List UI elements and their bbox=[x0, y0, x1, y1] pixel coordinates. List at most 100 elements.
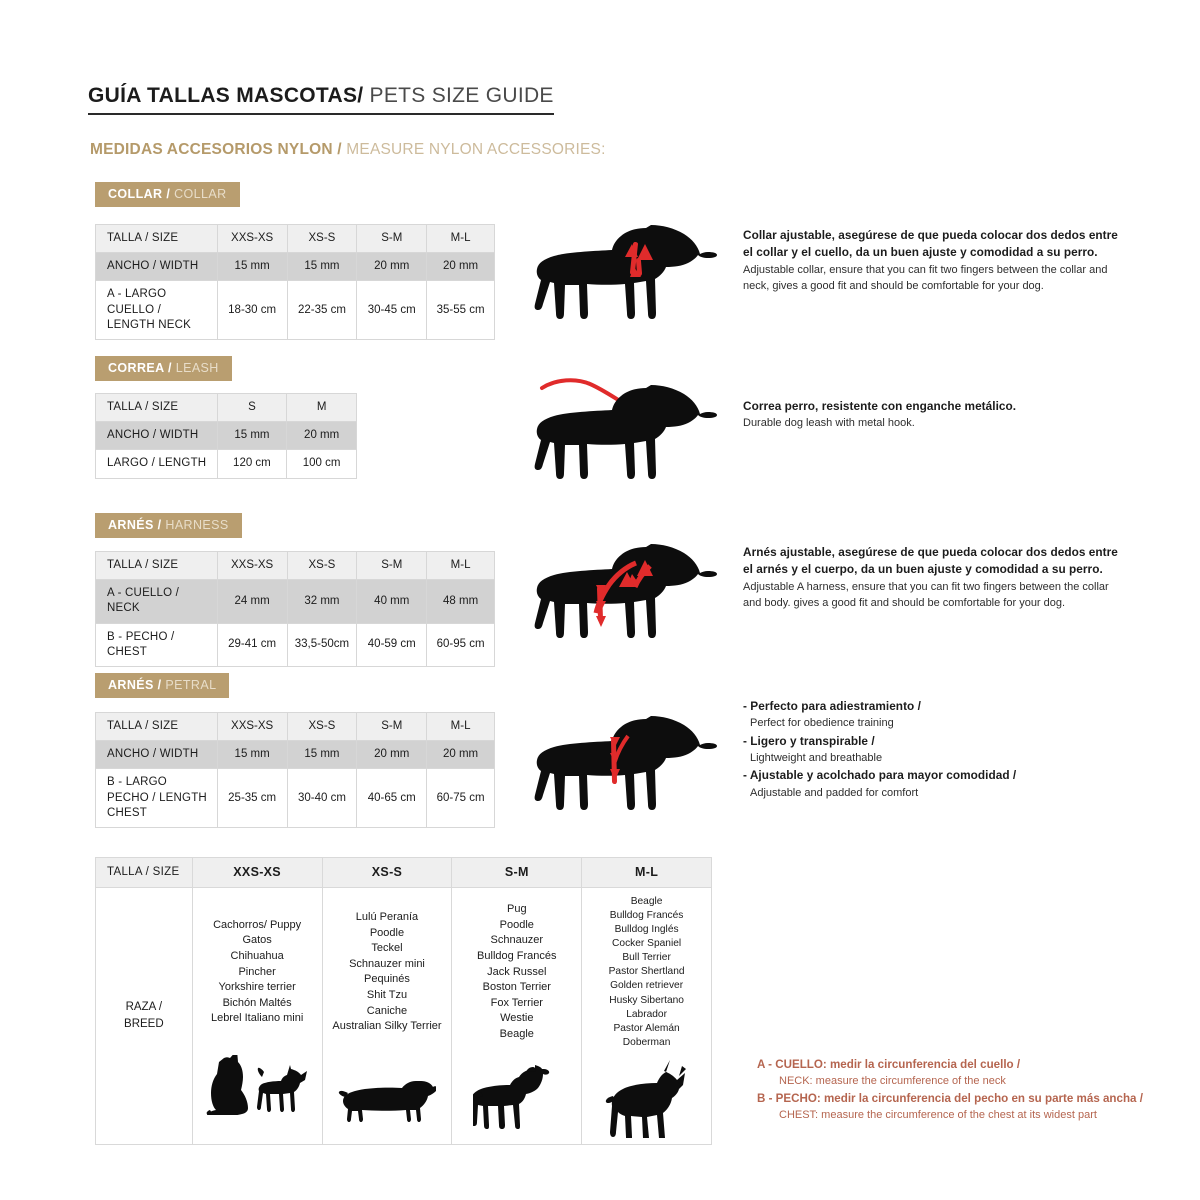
bullet-1-es: - Perfecto para adiestramiento / bbox=[743, 699, 921, 713]
col-header-s-m: S-M bbox=[356, 223, 428, 254]
breed-cell-xxs-xs: Cachorros/ Puppy Gatos Chihuahua Pincher… bbox=[191, 887, 323, 1145]
section-badge-petral-es: ARNÉS / bbox=[108, 678, 162, 692]
breed-col-header-size: TALLA / SIZE bbox=[95, 857, 193, 888]
chihuahua-silhouette bbox=[257, 1065, 308, 1113]
section-badge-leash-en: LEASH bbox=[171, 361, 219, 375]
breed-item: Pug bbox=[507, 903, 527, 916]
breed-item: Pincher bbox=[238, 965, 276, 978]
petral-spec-table: TALLA / SIZE XXS-XS XS-S S-M M-L ANCHO /… bbox=[95, 711, 495, 828]
bullet-2-es: - Ligero y transpirable / bbox=[743, 733, 875, 748]
note-neck-en: NECK: measure the circumference of the n… bbox=[779, 1075, 1006, 1088]
col-header-size: TALLA / SIZE bbox=[95, 392, 218, 423]
cell-width-m: 20 mm bbox=[286, 421, 357, 451]
bullet-3-en: Adjustable and padded for comfort bbox=[750, 786, 919, 799]
breed-item: Beagle bbox=[630, 896, 663, 907]
table-row: A - CUELLO / NECK 24 mm 32 mm 40 mm 48 m… bbox=[95, 579, 495, 624]
breed-col-header-s-m: S-M bbox=[451, 857, 583, 888]
row-label-width: ANCHO / WIDTH bbox=[95, 740, 218, 770]
leash-description: Correa perro, resistente con enganche me… bbox=[743, 398, 1123, 432]
breed-item: Schnauzer mini bbox=[349, 957, 425, 970]
doberman-silhouette bbox=[605, 1059, 686, 1138]
breed-cell-s-m: Pug Poodle Schnauzer Bulldog Francés Jac… bbox=[451, 887, 583, 1145]
table-row: A - LARGO CUELLO / LENGTH NECK 18-30 cm … bbox=[95, 280, 495, 340]
section-badge-collar-es: COLLAR / bbox=[108, 187, 171, 201]
breed-item: Labrador bbox=[626, 1008, 667, 1020]
petral-bullets: - Perfecto para adiestramiento / Perfect… bbox=[743, 698, 1123, 802]
breed-list-xxs-xs: Cachorros/ Puppy Gatos Chihuahua Pincher… bbox=[197, 918, 318, 1027]
bullet-item: - Ajustable y acolchado para mayor comod… bbox=[743, 767, 1123, 801]
breed-list-xs-s: Lulú Peranía Poodle Teckel Schnauzer min… bbox=[327, 910, 448, 1035]
dog-petral-silhouette bbox=[528, 700, 728, 835]
cell-neck-xxs-xs: 24 mm bbox=[216, 579, 288, 624]
breed-item: Boston Terrier bbox=[482, 981, 551, 994]
breed-item: Fox Terrier bbox=[490, 996, 543, 1009]
col-header-xxs-xs: XXS-XS bbox=[216, 223, 288, 254]
breed-table-row: RAZA / BREED Cachorros/ Puppy Gatos Chih… bbox=[95, 887, 712, 1145]
page-subtitle-es: MEDIDAS ACCESORIOS NYLON / bbox=[90, 141, 342, 158]
breed-item: Pastor Alemán bbox=[613, 1022, 680, 1034]
section-badge-harness: ARNÉS / HARNESS bbox=[95, 513, 242, 538]
harness-description: Arnés ajustable, asegúrese de que pueda … bbox=[743, 544, 1123, 611]
breed-item: Lulú Peranía bbox=[355, 910, 419, 923]
breed-item: Pastor Shertland bbox=[608, 966, 685, 978]
silhouette-group-s-m bbox=[456, 1043, 577, 1135]
table-header-row: TALLA / SIZE XXS-XS XS-S S-M M-L bbox=[95, 711, 495, 742]
note-neck: A - CUELLO: medir la circunferencia del … bbox=[757, 1056, 1157, 1090]
col-header-m-l: M-L bbox=[426, 550, 495, 581]
collar-description: Collar ajustable, asegúrese de que pueda… bbox=[743, 227, 1123, 294]
table-row: ANCHO / WIDTH 15 mm 15 mm 20 mm 20 mm bbox=[95, 740, 495, 770]
cell-chest-xs-s: 33,5-50cm bbox=[286, 622, 358, 667]
breed-item: Bulldog Francés bbox=[477, 950, 557, 963]
col-header-xxs-xs: XXS-XS bbox=[216, 550, 288, 581]
col-header-m: M bbox=[286, 392, 357, 423]
row-label-neck: A - CUELLO / NECK bbox=[95, 579, 218, 624]
col-header-s: S bbox=[216, 392, 288, 423]
row-label-length-chest: B - LARGO PECHO / LENGTH CHEST bbox=[95, 768, 218, 828]
breed-item: Teckel bbox=[371, 942, 403, 955]
row-label-width: ANCHO / WIDTH bbox=[95, 421, 218, 451]
bullet-item: - Perfecto para adiestramiento / Perfect… bbox=[743, 698, 1123, 732]
breed-item: Doberman bbox=[622, 1036, 671, 1048]
breed-item: Gatos bbox=[242, 934, 272, 947]
breed-item: Chihuahua bbox=[230, 950, 284, 963]
dog-collar-silhouette bbox=[528, 214, 728, 344]
cell-neck-m-l: 35-55 cm bbox=[426, 280, 495, 340]
measurement-notes: A - CUELLO: medir la circunferencia del … bbox=[757, 1056, 1157, 1124]
page-title: GUÍA TALLAS MASCOTAS/ PETS SIZE GUIDE bbox=[88, 84, 554, 115]
note-chest-en: CHEST: measure the circumference of the … bbox=[779, 1109, 1097, 1122]
silhouette-group-xs-s bbox=[327, 1035, 448, 1127]
cell-neck-s-m: 30-45 cm bbox=[356, 280, 428, 340]
breed-table: TALLA / SIZE XXS-XS XS-S S-M M-L RAZA / … bbox=[95, 857, 712, 1145]
leash-spec-table: TALLA / SIZE S M ANCHO / WIDTH 15 mm 20 … bbox=[95, 392, 357, 479]
table-row: ANCHO / WIDTH 15 mm 20 mm bbox=[95, 421, 357, 451]
col-header-size: TALLA / SIZE bbox=[95, 550, 218, 581]
breed-list-s-m: Pug Poodle Schnauzer Bulldog Francés Jac… bbox=[456, 902, 577, 1042]
breed-row-label: RAZA / BREED bbox=[95, 887, 193, 1145]
cell-neck-m-l: 48 mm bbox=[426, 579, 495, 624]
bullet-item: - Ligero y transpirable / Lightweight an… bbox=[743, 733, 1123, 767]
breed-item: Yorkshire terrier bbox=[218, 981, 296, 994]
section-badge-harness-en: HARNESS bbox=[161, 518, 229, 532]
note-chest: B - PECHO: medir la circunferencia del p… bbox=[757, 1090, 1157, 1124]
cell-width-xxs-xs: 15 mm bbox=[216, 740, 288, 770]
dog-leash-silhouette bbox=[528, 352, 728, 492]
silhouette-group-xxs-xs bbox=[197, 1027, 318, 1119]
bullet-3-es: - Ajustable y acolchado para mayor comod… bbox=[743, 768, 1017, 783]
page-subtitle: MEDIDAS ACCESORIOS NYLON / MEASURE NYLON… bbox=[90, 141, 606, 159]
breed-item: Husky Sibertano bbox=[609, 994, 684, 1006]
row-label-length-neck: A - LARGO CUELLO / LENGTH NECK bbox=[95, 280, 218, 340]
breed-item: Cachorros/ Puppy bbox=[213, 918, 302, 931]
row-label-length: LARGO / LENGTH bbox=[95, 449, 218, 479]
harness-description-es: Arnés ajustable, asegúrese de que pueda … bbox=[743, 545, 1118, 577]
cell-neck-xs-s: 32 mm bbox=[286, 579, 358, 624]
collar-description-en: Adjustable collar, ensure that you can f… bbox=[743, 263, 1108, 293]
row-label-chest: B - PECHO / CHEST bbox=[95, 622, 218, 667]
breed-cell-m-l: Beagle Bulldog Francés Bulldog Inglés Co… bbox=[581, 887, 712, 1145]
breed-row-label-es: RAZA / bbox=[125, 1000, 163, 1013]
page-title-es: GUÍA TALLAS MASCOTAS/ bbox=[88, 84, 364, 107]
breed-item: Bichón Maltés bbox=[222, 996, 292, 1009]
col-header-s-m: S-M bbox=[356, 550, 428, 581]
section-badge-leash-es: CORREA / bbox=[108, 361, 172, 375]
table-header-row: TALLA / SIZE XXS-XS XS-S S-M M-L bbox=[95, 223, 495, 254]
